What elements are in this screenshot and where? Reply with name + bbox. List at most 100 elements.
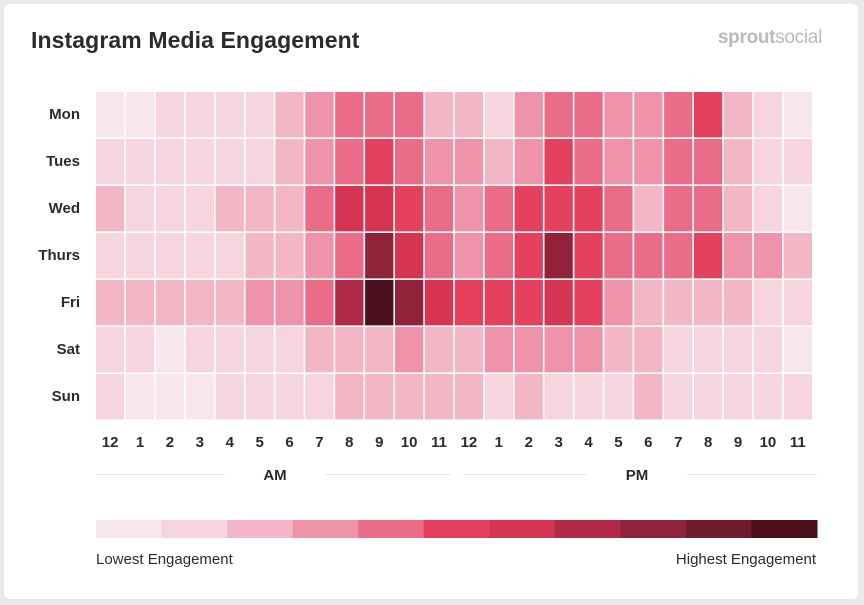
heatmap-cell-tues-23 (783, 139, 812, 185)
heatmap-cell-tues-21 (723, 139, 753, 185)
heatmap-cell-mon-12 (454, 92, 484, 138)
heatmap-cell-tues-5 (245, 139, 274, 185)
heatmap-cell-wed-13 (484, 186, 513, 232)
heatmap-cell-fri-14 (514, 280, 543, 326)
heatmap-cell-mon-18 (634, 92, 663, 138)
heatmap-cell-fri-5 (245, 280, 274, 326)
heatmap-cell-mon-17 (604, 92, 633, 138)
day-label-thurs: Thurs (38, 246, 80, 264)
heatmap-cell-sat-22 (753, 327, 783, 373)
heatmap-cell-tues-13 (484, 139, 513, 185)
heatmap-cell-thurs-8 (335, 233, 364, 279)
heatmap-cell-sat-16 (574, 327, 603, 373)
heatmap-cell-wed-3 (185, 186, 214, 232)
heatmap-cell-wed-19 (664, 186, 693, 232)
hour-label-0: 12 (101, 434, 119, 451)
heatmap-cell-mon-22 (753, 92, 783, 138)
heatmap-cell-tues-16 (574, 139, 603, 185)
legend-swatch-0 (96, 520, 162, 538)
hour-label-7: 7 (315, 434, 324, 451)
heatmap-cell-thurs-3 (185, 233, 214, 279)
heatmap-cell-tues-10 (395, 139, 424, 185)
heatmap-cell-wed-9 (365, 186, 394, 232)
day-label-fri: Fri (60, 293, 80, 311)
heatmap-cell-sun-8 (335, 374, 364, 420)
heatmap-cell-wed-20 (694, 186, 723, 232)
heatmap-cell-fri-19 (664, 280, 693, 326)
heatmap-cell-sat-17 (604, 327, 633, 373)
heatmap-cell-sun-4 (215, 374, 244, 420)
hour-label-15: 3 (554, 434, 563, 451)
heatmap-cell-sat-4 (215, 327, 244, 373)
heatmap-cell-sat-2 (155, 327, 185, 373)
heatmap-cell-fri-4 (215, 280, 244, 326)
heatmap-cell-wed-21 (723, 186, 753, 232)
hour-label-13: 1 (494, 434, 504, 451)
heatmap-cell-wed-4 (215, 186, 244, 232)
heatmap-cell-fri-1 (125, 280, 155, 326)
legend-high-label: Highest Engagement (675, 551, 816, 568)
hour-label-1: 1 (135, 434, 145, 451)
heatmap-cell-sun-10 (395, 374, 424, 420)
heatmap-cell-mon-14 (514, 92, 543, 138)
heatmap-cell-wed-18 (634, 186, 663, 232)
day-label-sun: Sun (51, 387, 80, 405)
heatmap-cell-sat-0 (96, 327, 125, 373)
heatmap-cell-sun-13 (484, 374, 513, 420)
heatmap-cell-tues-18 (634, 139, 663, 185)
heatmap-cell-mon-20 (694, 92, 723, 138)
heatmap-cell-thurs-12 (454, 233, 484, 279)
heatmap-cell-wed-1 (125, 186, 155, 232)
heatmap-cell-thurs-10 (395, 233, 424, 279)
heatmap-cell-thurs-5 (245, 233, 274, 279)
hour-label-10: 10 (400, 434, 418, 451)
hour-label-3: 3 (195, 434, 205, 451)
legend-swatch-2 (227, 520, 294, 538)
heatmap-cell-thurs-23 (783, 233, 812, 279)
heatmap-cell-wed-17 (604, 186, 633, 232)
heatmap-cell-mon-4 (215, 92, 244, 138)
heatmap-cell-fri-17 (604, 280, 633, 326)
heatmap-cell-wed-23 (783, 186, 812, 232)
heatmap-cell-sun-18 (634, 374, 663, 420)
day-label-sat: Sat (56, 340, 80, 358)
hour-label-12: 12 (460, 434, 478, 451)
heatmap-cell-fri-9 (365, 280, 394, 326)
heatmap-cell-tues-11 (424, 139, 454, 185)
heatmap-cell-fri-6 (275, 280, 304, 326)
heatmap-cell-sat-9 (365, 327, 394, 373)
hour-label-6: 6 (285, 434, 294, 451)
heatmap-cell-fri-2 (155, 280, 185, 326)
heatmap-cell-sat-7 (305, 327, 334, 373)
hour-label-9: 9 (375, 434, 384, 451)
heatmap-cell-sun-3 (185, 374, 214, 420)
heatmap-cell-mon-5 (245, 92, 274, 138)
heatmap-cell-fri-3 (185, 280, 214, 326)
heatmap-cell-thurs-17 (604, 233, 633, 279)
heatmap-cell-sat-15 (544, 327, 573, 373)
heatmap-cell-thurs-4 (215, 233, 244, 279)
pm-label: PM (587, 467, 687, 484)
heatmap-cell-tues-20 (694, 139, 723, 185)
heatmap-cell-wed-22 (753, 186, 783, 232)
heatmap-cell-thurs-13 (484, 233, 513, 279)
heatmap-cell-fri-21 (723, 280, 753, 326)
heatmap-cell-sun-5 (245, 374, 274, 420)
heatmap-cell-mon-15 (544, 92, 573, 138)
legend-swatch-6 (489, 520, 556, 538)
heatmap-cell-tues-19 (664, 139, 693, 185)
heatmap-cell-sun-16 (574, 374, 603, 420)
day-label-wed: Wed (48, 199, 80, 217)
hour-label-18: 6 (644, 434, 653, 451)
heatmap-cell-mon-11 (424, 92, 454, 138)
am-label: AM (225, 467, 325, 484)
heatmap-cell-thurs-21 (723, 233, 753, 279)
heatmap-cell-sat-23 (783, 327, 812, 373)
heatmap-cell-wed-0 (96, 186, 125, 232)
heatmap-cell-thurs-16 (574, 233, 603, 279)
heatmap-cell-sat-13 (484, 327, 513, 373)
heatmap-cell-sun-21 (723, 374, 753, 420)
hour-label-16: 4 (584, 434, 593, 451)
legend-swatch-5 (423, 520, 490, 538)
heatmap-cell-wed-10 (395, 186, 424, 232)
